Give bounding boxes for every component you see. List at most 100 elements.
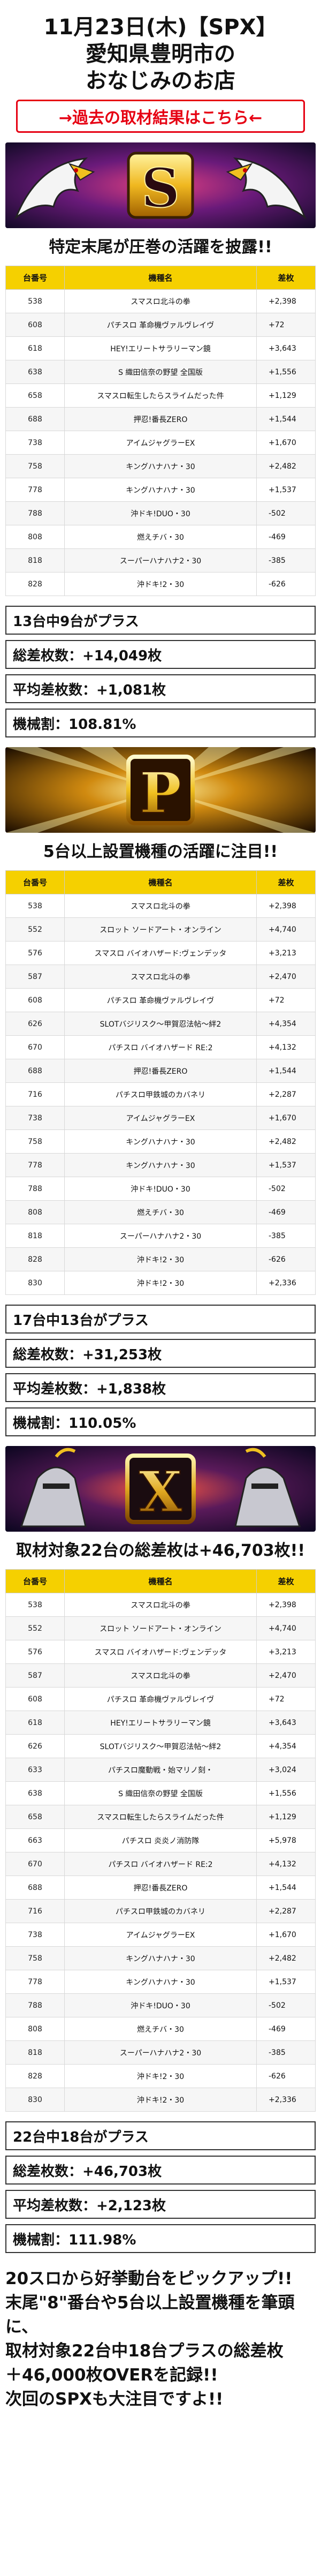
banner-x-graphic: X <box>5 1446 316 1532</box>
diff-cell: +2,398 <box>256 894 316 918</box>
diff-cell: +4,740 <box>256 917 316 941</box>
title-line-store: おなじみのお店 <box>86 69 235 93</box>
diff-cell: +2,398 <box>256 1593 316 1617</box>
unit-cell: 758 <box>5 1946 65 1970</box>
machine-cell: パチスロ甲鉄城のカバネリ <box>64 1082 257 1106</box>
machine-cell: スロット ソードアート・オンライン <box>64 1616 257 1640</box>
unit-cell: 688 <box>5 1059 65 1083</box>
machine-cell: キングハナハナ・30 <box>64 1946 257 1970</box>
diff-cell: +2,482 <box>256 1129 316 1154</box>
unit-cell: 738 <box>5 431 65 455</box>
table-row: 828 沖ドキ!2・30 -626 <box>5 572 316 596</box>
diff-cell: +3,213 <box>256 941 316 965</box>
diff-cell: +2,336 <box>256 2088 316 2112</box>
table-row: 788 沖ドキ!DUO・30 -502 <box>5 1177 316 1201</box>
unit-cell: 663 <box>5 1828 65 1852</box>
unit-cell: 716 <box>5 1082 65 1106</box>
table-row: 670 パチスロ バイオハザード RE:2 +4,132 <box>5 1852 316 1876</box>
machine-cell: 沖ドキ!2・30 <box>64 1271 257 1295</box>
unit-cell: 626 <box>5 1734 65 1758</box>
unit-cell: 608 <box>5 313 65 337</box>
unit-cell: 778 <box>5 1153 65 1177</box>
machine-cell: SLOTバジリスク〜甲賀忍法帖〜絆2 <box>64 1734 257 1758</box>
machine-cell: パチスロ 炎炎ノ消防隊 <box>64 1828 257 1852</box>
diff-cell: -502 <box>256 1993 316 2017</box>
page-title: 11月23日(木)【SPX】 愛知県豊明市の おなじみのお店 <box>0 0 321 94</box>
table-row: 818 スーパーハナハナ2・30 -385 <box>5 2040 316 2065</box>
machine-cell: キングハナハナ・30 <box>64 454 257 478</box>
machine-cell: スーパーハナハナ2・30 <box>64 2040 257 2065</box>
unit-cell: 758 <box>5 454 65 478</box>
machine-cell: キングハナハナ・30 <box>64 1970 257 1994</box>
machine-cell: スマスロ北斗の拳 <box>64 965 257 989</box>
unit-cell: 828 <box>5 1247 65 1271</box>
closing-line: 取材対象22台中18台プラスの総差枚 <box>5 2341 284 2361</box>
diff-cell: -469 <box>256 2017 316 2041</box>
diff-cell: +4,354 <box>256 1012 316 1036</box>
table-row: 688 押忍!番長ZERO +1,544 <box>5 407 316 431</box>
table-header-row: 台番号 機種名 差枚 <box>5 266 316 290</box>
unit-cell: 670 <box>5 1852 65 1876</box>
col-diff: 差枚 <box>256 870 316 894</box>
diff-cell: -385 <box>256 1224 316 1248</box>
diff-cell: -469 <box>256 525 316 549</box>
table-row: 576 スマスロ バイオハザード:ヴェンデッタ +3,213 <box>5 941 316 965</box>
banner-x: X <box>5 1446 316 1532</box>
unit-cell: 788 <box>5 1993 65 2017</box>
diff-cell: +1,129 <box>256 1805 316 1829</box>
table-row: 788 沖ドキ!DUO・30 -502 <box>5 1993 316 2017</box>
section-x-total: 総差枚数：+46,703枚 <box>5 2156 316 2185</box>
table-row: 778 キングハナハナ・30 +1,537 <box>5 1153 316 1177</box>
table-header-row: 台番号 機種名 差枚 <box>5 1569 316 1593</box>
unit-cell: 788 <box>5 1177 65 1201</box>
banner-s-letter: S <box>141 156 180 220</box>
table-row: 830 沖ドキ!2・30 +2,336 <box>5 2088 316 2112</box>
table-row: 828 沖ドキ!2・30 -626 <box>5 1247 316 1271</box>
table-row: 633 パチスロ魔動戦・始マリノ刻・ +3,024 <box>5 1758 316 1782</box>
section-p-table: 台番号 機種名 差枚 538 スマスロ北斗の拳 +2,398 552 スロット ソードア… <box>5 870 316 1295</box>
machine-cell: 押忍!番長ZERO <box>64 1875 257 1900</box>
machine-cell: スマスロ北斗の拳 <box>64 289 257 313</box>
machine-cell: パチスロ 革命機ヴァルヴレイヴ <box>64 313 257 337</box>
machine-cell: アイムジャグラーEX <box>64 1923 257 1947</box>
diff-cell: +1,544 <box>256 407 316 431</box>
col-machine: 機種名 <box>64 1569 257 1593</box>
machine-cell: キングハナハナ・30 <box>64 478 257 502</box>
section-s-total: 総差枚数：+14,049枚 <box>5 640 316 669</box>
diff-cell: +2,482 <box>256 454 316 478</box>
machine-cell: 押忍!番長ZERO <box>64 407 257 431</box>
diff-cell: +2,470 <box>256 965 316 989</box>
table-row: 663 パチスロ 炎炎ノ消防隊 +5,978 <box>5 1828 316 1852</box>
unit-cell: 818 <box>5 1224 65 1248</box>
diff-cell: +1,544 <box>256 1875 316 1900</box>
diff-cell: +4,132 <box>256 1035 316 1059</box>
table-row: 738 アイムジャグラーEX +1,670 <box>5 1923 316 1947</box>
machine-cell: スマスロ転生したらスライムだった件 <box>64 1805 257 1829</box>
machine-cell: パチスロ バイオハザード RE:2 <box>64 1852 257 1876</box>
diff-cell: +1,556 <box>256 1781 316 1805</box>
unit-cell: 587 <box>5 965 65 989</box>
diff-cell: +1,537 <box>256 478 316 502</box>
past-results-link[interactable]: →過去の取材結果はこちら← <box>16 100 305 133</box>
diff-cell: +2,470 <box>256 1663 316 1688</box>
section-x-plus-count: 22台中18台がプラス <box>5 2121 316 2150</box>
unit-cell: 738 <box>5 1106 65 1130</box>
banner-x-letter: X <box>139 1459 182 1525</box>
section-s-average: 平均差枚数：+1,081枚 <box>5 674 316 703</box>
past-results-link-label: →過去の取材結果はこちら← <box>58 109 263 127</box>
table-row: 538 スマスロ北斗の拳 +2,398 <box>5 1593 316 1617</box>
article-page: 11月23日(木)【SPX】 愛知県豊明市の おなじみのお店 →過去の取材結果は… <box>0 0 321 2409</box>
table-row: 716 パチスロ甲鉄城のカバネリ +2,287 <box>5 1899 316 1923</box>
machine-cell: 押忍!番長ZERO <box>64 1059 257 1083</box>
table-row: 618 HEY!エリートサラリーマン鏡 +3,643 <box>5 336 316 360</box>
unit-cell: 688 <box>5 1875 65 1900</box>
diff-cell: -502 <box>256 501 316 525</box>
section-x-rate: 機械割：111.98% <box>5 2224 316 2253</box>
unit-cell: 778 <box>5 1970 65 1994</box>
section-s-table: 台番号 機種名 差枚 538 スマスロ北斗の拳 +2,398 608 パチスロ 革命機ヴ… <box>5 266 316 596</box>
closing-line: 次回のSPXも大注目ですよ!! <box>5 2390 224 2409</box>
machine-cell: パチスロ バイオハザード RE:2 <box>64 1035 257 1059</box>
banner-p: P <box>5 747 316 833</box>
table-row: 658 スマスロ転生したらスライムだった件 +1,129 <box>5 1805 316 1829</box>
diff-cell: +72 <box>256 1687 316 1711</box>
